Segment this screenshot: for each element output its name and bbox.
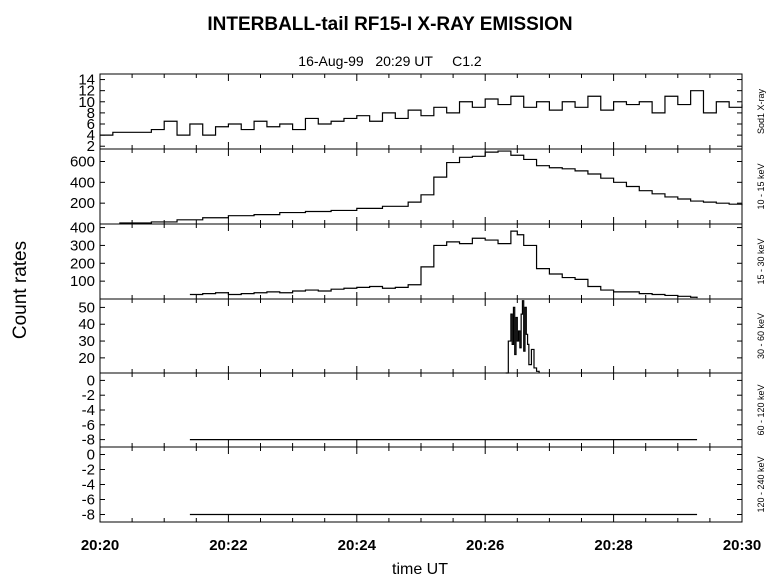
- x-tick-label: 20:22: [209, 537, 247, 554]
- y-tick-label: 4: [87, 127, 95, 144]
- channel-label: 10 - 15 keV: [756, 163, 766, 209]
- y-tick-label: 2: [87, 138, 95, 155]
- y-tick-label: -2: [82, 387, 95, 404]
- y-tick-label: 14: [78, 72, 95, 89]
- y-tick-label: 0: [87, 447, 95, 464]
- y-tick-label: 8: [87, 105, 95, 122]
- y-tick-label: 300: [70, 237, 95, 254]
- channel-label: 60 - 120 keV: [756, 384, 766, 435]
- y-tick-label: 12: [78, 83, 95, 100]
- x-tick-label: 20:24: [338, 537, 377, 554]
- chart-title: INTERBALL-tail RF15-I X-RAY EMISSION: [207, 14, 573, 35]
- y-tick-label: -8: [82, 432, 95, 449]
- panel-frame: [99, 148, 743, 225]
- y-tick-label: 40: [78, 316, 95, 333]
- y-tick-label: -8: [82, 507, 95, 524]
- channel-label: 120 - 240 keV: [756, 456, 766, 512]
- chart-subtitle: 16-Aug-99 20:29 UT C1.2: [298, 53, 482, 69]
- x-tick-label: 20:26: [466, 537, 504, 554]
- channel-label: 30 - 60 keV: [756, 313, 766, 359]
- y-tick-label: 0: [87, 372, 95, 389]
- y-tick-label: -2: [82, 462, 95, 479]
- x-axis-label: time UT: [392, 561, 448, 578]
- y-tick-label: 10: [78, 94, 95, 111]
- x-tick-label: 20:30: [723, 537, 761, 554]
- x-tick-label: 20:28: [594, 537, 632, 554]
- y-tick-label: 6: [87, 116, 95, 133]
- y-tick-label: 200: [70, 195, 95, 212]
- y-tick-label: -6: [82, 417, 95, 434]
- y-tick-label: 400: [70, 174, 95, 191]
- y-tick-label: 100: [70, 273, 95, 290]
- panel-frame: [99, 446, 743, 523]
- y-tick-label: -6: [82, 492, 95, 509]
- x-tick-label: 20:20: [81, 537, 119, 554]
- panel-frame: [99, 372, 743, 448]
- panel-frame: [99, 223, 743, 300]
- channel-label: 15 - 30 keV: [756, 238, 766, 284]
- series-line: [100, 90, 743, 136]
- y-tick-label: -4: [82, 402, 95, 419]
- y-tick-label: -4: [82, 477, 95, 494]
- series-line: [189, 230, 698, 299]
- series-line: [119, 150, 743, 224]
- y-tick-label: 400: [70, 220, 95, 237]
- series-line: [505, 300, 540, 374]
- y-tick-label: 50: [78, 299, 95, 316]
- y-axis-label: Count rates: [10, 241, 31, 339]
- channel-label: Sod1 X-ray: [756, 88, 766, 134]
- y-tick-label: 200: [70, 255, 95, 272]
- panel-frame: [99, 298, 743, 374]
- y-tick-label: 20: [78, 350, 95, 367]
- y-tick-label: 30: [78, 333, 95, 350]
- y-tick-label: 600: [70, 154, 95, 171]
